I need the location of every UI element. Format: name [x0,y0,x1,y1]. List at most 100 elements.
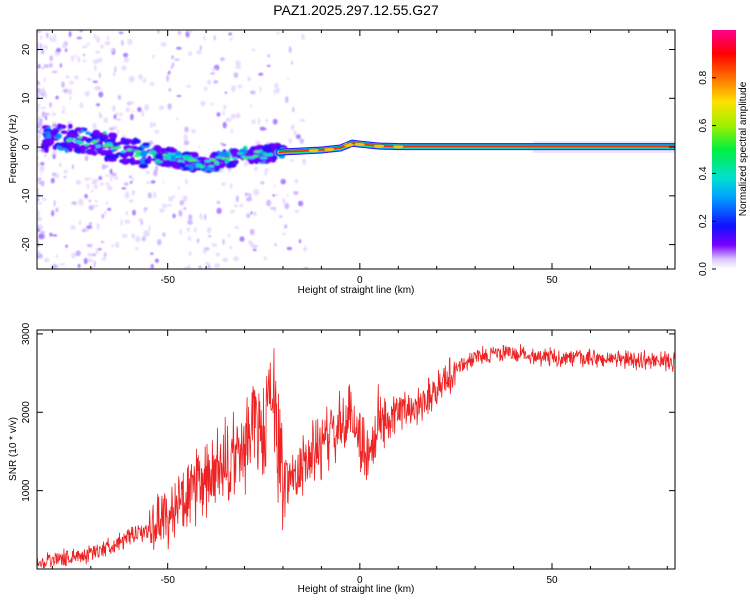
signal-blob [60,130,68,134]
signal-blob [104,155,109,162]
signal-blob [57,123,62,130]
noise-blob [179,200,185,206]
noise-blob [252,211,257,217]
noise-blob [78,220,82,225]
noise-blob [216,200,221,204]
noise-blob [183,134,188,141]
noise-blob [79,102,84,109]
noise-blob [233,204,239,208]
noise-blob [222,121,227,129]
colorbar-tick-label: 0.6 [698,118,709,132]
noise-blob [121,233,128,238]
noise-blob [75,250,81,257]
signal-blob [221,152,229,157]
noise-blob [110,47,114,53]
noise-blob [37,237,40,244]
signal-blob [253,145,262,151]
signal-blob [140,150,148,157]
colorbar-tick-label: 0.0 [698,262,709,276]
noise-blob [111,172,117,177]
signal-core [268,152,273,156]
noise-blob [51,209,54,217]
noise-blob [176,94,182,98]
noise-blob [83,257,88,265]
band-highlight [393,144,404,149]
signal-core [167,156,172,160]
spectrogram-y-tick-label: 10 [21,92,32,104]
noise-blob [182,195,188,202]
noise-blob [110,175,113,182]
noise-blob [282,232,286,236]
noise-blob [157,239,162,246]
signal-core [195,165,201,168]
noise-blob [148,225,151,231]
noise-blob [188,214,193,220]
noise-blob [235,112,241,119]
signal-core [120,150,126,153]
noise-blob [67,88,73,95]
noise-blob [235,60,242,66]
signal-core [134,150,142,153]
noise-blob [105,201,109,205]
signal-blob [133,160,142,165]
snr-frame [36,329,676,570]
signal-core [177,159,184,163]
noise-blob [272,118,278,125]
noise-blob [147,192,152,199]
noise-blob [196,238,200,244]
noise-blob [37,216,42,222]
noise-blob [246,197,252,202]
noise-blob [52,234,58,237]
band-highlight [343,142,354,147]
spectrogram-y-label: Frequency (Hz) [8,115,19,184]
noise-blob [275,193,279,196]
noise-blob [38,233,44,240]
noise-blob [286,194,289,197]
noise-blob [118,31,124,34]
noise-blob [98,176,103,180]
noise-blob [299,118,306,122]
noise-blob [223,104,227,110]
noise-blob [143,207,148,211]
signal-blob [99,149,109,154]
noise-blob [222,238,225,245]
signal-blob [169,148,178,153]
noise-blob [200,100,206,107]
colorbar-label: Normalized spectral amplitude [738,81,749,216]
noise-blob [293,190,299,196]
noise-blob [54,173,60,179]
noise-blob [68,31,72,38]
snr-axes: -50 0 50 1000 2000 3000 [21,322,675,586]
noise-blob [99,182,105,186]
signal-blob [182,151,191,157]
snr-x-tick-label: -50 [160,575,175,586]
signal-blob [111,143,120,148]
noise-blob [97,86,102,91]
signal-blob [160,147,166,153]
noise-blob [131,233,136,239]
noise-blob [37,103,40,109]
noise-blob [81,228,87,233]
noise-blob [84,91,90,97]
noise-blob [222,257,229,262]
signal-core [147,151,154,154]
signal-blob [69,132,76,136]
signal-core [204,159,212,163]
noise-blob [137,218,144,222]
noise-blob [266,64,271,67]
noise-blob [44,112,50,116]
spectrogram-noise [37,30,309,269]
signal-core [169,153,177,156]
signal-core [133,154,139,158]
noise-blob [97,248,102,251]
noise-blob [38,224,43,230]
noise-blob [71,252,76,259]
noise-blob [53,33,57,41]
noise-blob [188,236,192,242]
noise-blob [216,207,222,214]
noise-blob [265,118,269,123]
noise-blob [234,226,240,229]
signal-core [95,144,102,148]
signal-core [163,157,168,160]
noise-blob [115,111,118,116]
